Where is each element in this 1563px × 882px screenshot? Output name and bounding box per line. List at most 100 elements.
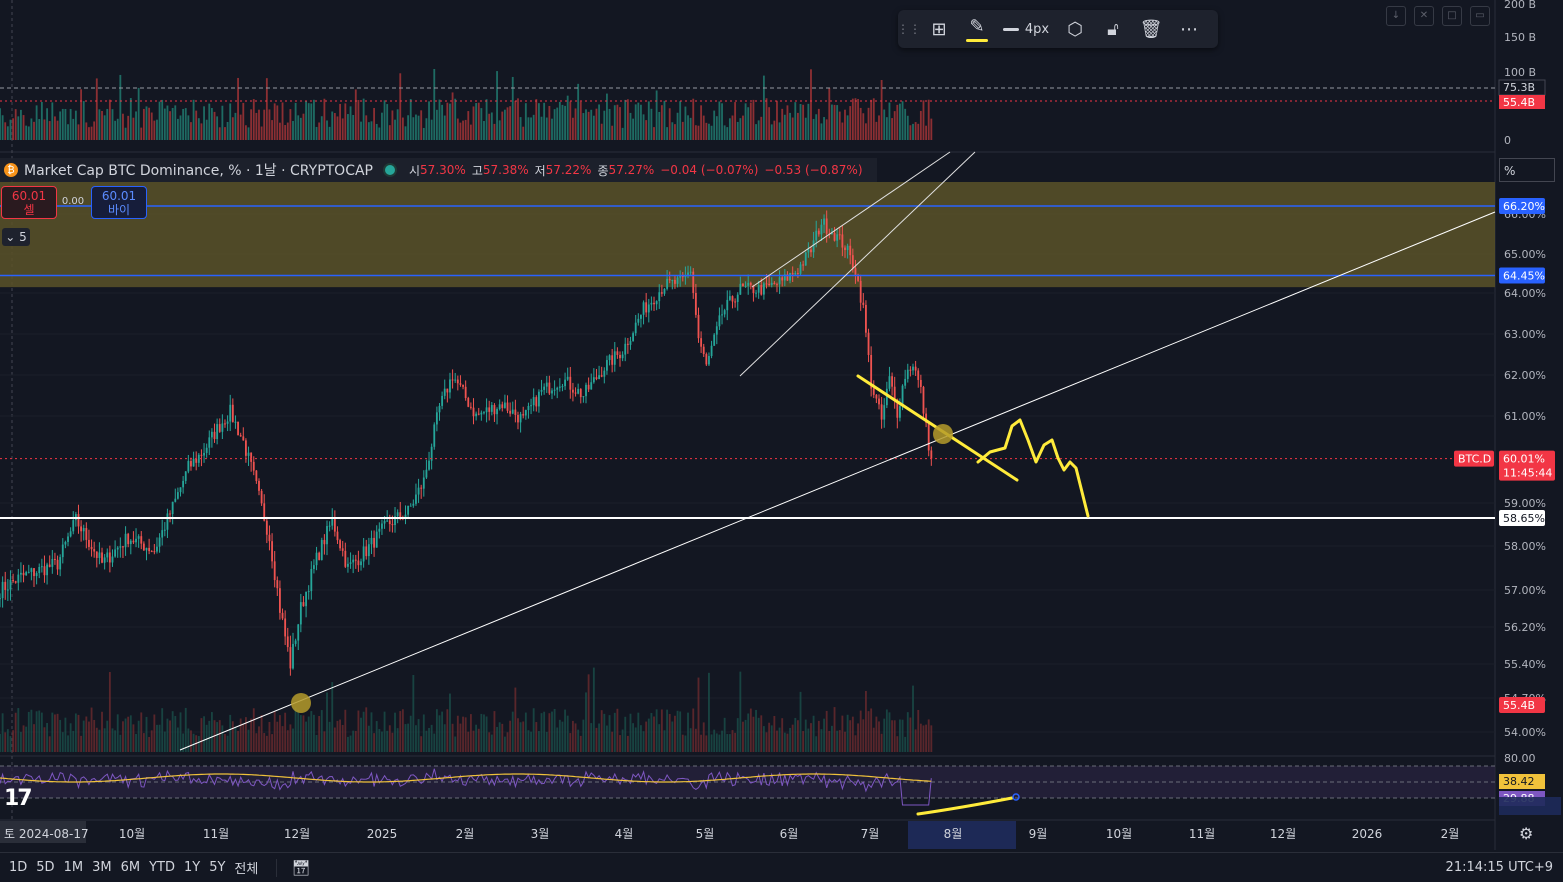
delete-pane-icon[interactable]: ✕ [1414,6,1434,26]
volume-bar [768,107,771,140]
volume-bar-main [158,724,161,752]
volume-bar [305,100,307,140]
volume-bar [791,117,794,140]
time-tick-label: 8월 [944,827,963,841]
volume-bar-main [375,721,378,752]
symbol-legend[interactable]: ₿ Market Cap BTC Dominance, % · 1날 · CRY… [0,158,877,182]
volume-bar-main [825,710,828,752]
volume-bar [459,122,462,140]
candle [200,454,203,456]
volume-bar [488,113,491,140]
volume-bar [530,117,532,140]
timeframe-1m[interactable]: 1M [63,860,84,875]
trash-icon[interactable]: 🗑︎ [1139,18,1163,40]
timeframe-5d[interactable]: 5D [36,860,55,875]
volume-bar [736,121,739,140]
volume-bar-main [20,731,22,752]
market-status-icon[interactable] [383,163,397,177]
templates-icon[interactable]: ⊞ [931,18,947,40]
volume-bar-main [271,734,273,752]
timeframe-5y[interactable]: 5Y [209,860,226,875]
timeframe-1d[interactable]: 1D [9,860,28,875]
resistance-zone[interactable] [0,182,1495,288]
volume-bar [101,110,103,140]
candle [713,334,716,346]
indicators-collapse-button[interactable]: ⌄ 5 [2,228,30,246]
clock[interactable]: 21:14:15 UTC+9 [1445,860,1553,875]
volume-bar [830,104,833,140]
calendar-icon[interactable]: 📅︎ [276,858,310,877]
candle [687,272,689,276]
candle [540,389,543,392]
volume-bar-main [197,736,200,752]
settings-hex-icon[interactable]: ⬡ [1067,18,1083,40]
more-icon[interactable]: ⋯ [1180,18,1198,40]
volume-bar-main [216,722,219,752]
lock-icon[interactable]: 🔓︎ [1107,18,1119,40]
volume-bar [632,118,635,140]
scale-unit[interactable]: % [1499,158,1555,182]
maximize-icon[interactable]: □ [1442,6,1462,26]
volume-bar [80,89,83,140]
volume-bar-main [250,718,253,752]
volume-bar-main [804,719,807,752]
candle [744,285,747,287]
volume-bar-main [823,718,825,752]
candle [810,249,812,253]
candle [281,612,284,619]
restore-icon[interactable]: ▭ [1470,6,1490,26]
line-color-button[interactable]: ✎ [958,10,996,48]
sell-button[interactable]: 60.01 셀 [1,186,57,219]
timeframe-all[interactable]: 전체 [234,862,259,877]
timeframe-6m[interactable]: 6M [120,860,141,875]
volume-bar-main [663,730,666,752]
candle [640,314,642,319]
gear-icon[interactable]: ⚙ [1519,824,1534,843]
candle [527,406,530,411]
volume-bar [64,108,67,140]
candle [292,643,294,669]
time-tick-label: 6월 [780,827,799,841]
time-tick-label: 12월 [1270,827,1296,841]
volume-bar [391,110,394,140]
volume-bar-main [791,724,794,752]
volume-bar [734,102,737,140]
volume-bar [543,102,546,140]
volume-bar [14,109,17,140]
candle [524,410,527,416]
volume-tick-label: 200 B [1504,0,1536,11]
line-width-button[interactable]: 4px [996,10,1056,48]
timeframe-ytd[interactable]: YTD [149,860,175,875]
candle [404,514,407,519]
volume-bar-main [284,712,287,752]
candle [791,272,794,275]
candle [22,572,25,576]
candle [883,405,886,420]
volume-bar-main [135,733,137,752]
volume-bar [367,122,370,140]
candle [600,375,603,377]
candle [375,531,378,548]
volume-bar-main [896,736,899,752]
volume-bar [435,109,438,140]
volume-bar-main [247,729,250,752]
move-down-icon[interactable]: ↓ [1386,6,1406,26]
volume-bar-main [137,720,140,752]
buy-button[interactable]: 60.01 바이 [91,186,147,219]
drag-handle-icon[interactable]: ⋮⋮ [897,22,921,36]
volume-bar [564,105,566,140]
timeframe-3m[interactable]: 3M [92,860,112,875]
volume-bar-main [925,724,928,752]
candle [210,431,213,438]
candle [509,410,512,414]
volume-bar-main [153,714,156,752]
candle [857,274,859,281]
volume-bar [273,103,276,140]
volume-bar-main [333,727,336,752]
pencil-icon: ✎ [969,16,985,37]
candle [718,315,721,327]
volume-bar [4,122,7,140]
timeframe-1y[interactable]: 1Y [183,860,201,875]
volume-bar-main [273,711,276,752]
